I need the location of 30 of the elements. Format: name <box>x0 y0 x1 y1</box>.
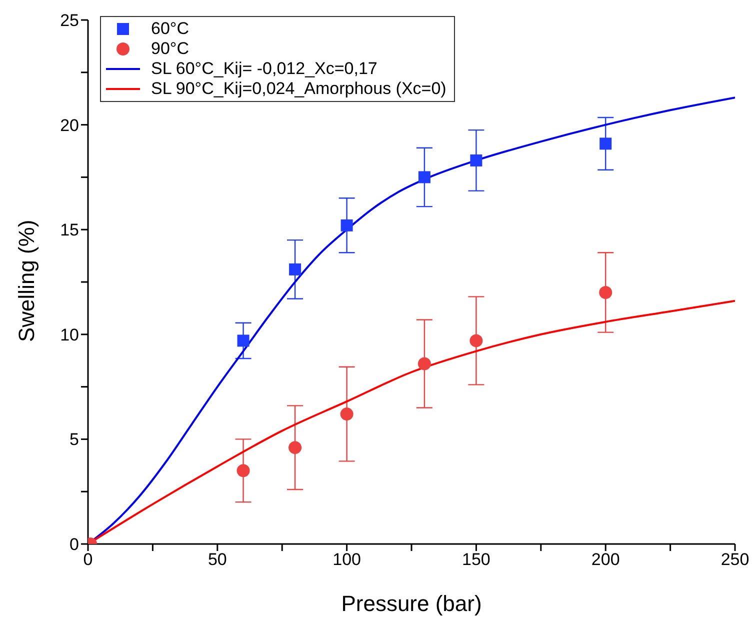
point <box>600 138 612 150</box>
y-tick-label: 15 <box>60 220 79 240</box>
x-tick-label: 150 <box>462 550 490 570</box>
point <box>418 171 430 184</box>
legend-label: SL 90°C_Kij=0,024_Amorphous (Xc=0) <box>151 79 446 99</box>
legend-label: 60°C <box>151 19 189 39</box>
x-tick-label: 0 <box>83 550 93 570</box>
point <box>237 334 250 347</box>
x-tick-label: 200 <box>591 550 620 570</box>
point <box>340 408 354 421</box>
legend-label: 90°C <box>151 39 189 59</box>
point <box>236 464 250 478</box>
point <box>470 334 483 348</box>
y-tick-label: 10 <box>60 325 79 344</box>
point <box>340 219 353 232</box>
x-axis-title: Pressure (bar) <box>341 591 482 616</box>
point <box>470 154 482 166</box>
point <box>599 286 612 299</box>
legend-label: SL 60°C_Kij= -0,012_Xc=0,17 <box>151 59 378 79</box>
y-axis-title: Swelling (%) <box>14 220 39 342</box>
y-tick-label: 0 <box>70 535 79 554</box>
point <box>288 441 302 454</box>
x-tick-label: 50 <box>208 550 227 570</box>
point <box>289 263 302 276</box>
x-tick-label: 100 <box>332 550 361 570</box>
y-tick-label: 5 <box>70 430 79 450</box>
x-tick-label: 250 <box>720 550 750 570</box>
y-tick-label: 20 <box>60 116 79 135</box>
y-tick-label: 25 <box>60 11 79 30</box>
point <box>418 357 431 370</box>
